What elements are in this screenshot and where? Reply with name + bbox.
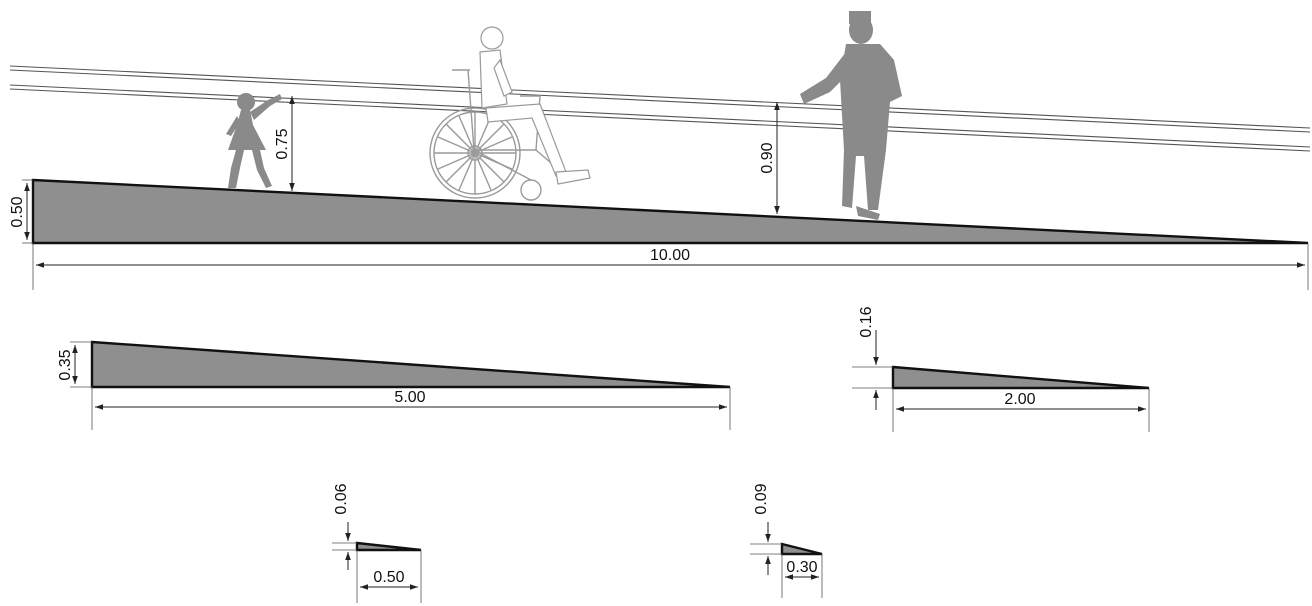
- ramp-5-length-label: 0.30: [786, 559, 817, 576]
- ramp-4-length-label: 0.50: [373, 569, 404, 586]
- main-ramp-height-label: 0.50: [9, 196, 26, 227]
- adult-man-silhouette: [800, 11, 902, 220]
- main-ramp-length-dim: 10.00: [32, 243, 1309, 290]
- ramp-5: [780, 542, 823, 556]
- ramp-3-group: 0.16 2.00: [852, 306, 1150, 432]
- ramp-4: [355, 541, 422, 552]
- ramp-5-height-label: 0.09: [753, 483, 770, 514]
- ramp-3: [891, 365, 1150, 390]
- ramp-2-length-label: 5.00: [394, 389, 425, 406]
- child-rail-height-dim: 0.75: [274, 96, 295, 191]
- main-ramp-group: 0.50 0.75 0.90 10.00: [9, 11, 1311, 290]
- adult-rail-height-dim: 0.90: [759, 102, 780, 214]
- adult-rail-height-label: 0.90: [759, 142, 776, 173]
- ramp-2-height-label: 0.35: [57, 349, 74, 380]
- main-ramp-height-dim: 0.50: [9, 179, 33, 244]
- ramp-2: [90, 340, 731, 389]
- handrail: [9, 65, 1311, 152]
- main-ramp-length-label: 10.00: [650, 247, 690, 264]
- ramp-3-length-label: 2.00: [1004, 391, 1035, 408]
- child-silhouette: [226, 93, 282, 188]
- ramp-4-height-label: 0.06: [333, 483, 350, 514]
- child-rail-height-label: 0.75: [274, 128, 291, 159]
- ramp-3-height-label: 0.16: [858, 306, 875, 337]
- ramp-4-group: 0.06 0.50: [332, 483, 422, 603]
- ramp-5-group: 0.09 0.30: [750, 483, 823, 598]
- wheelchair-user-figure: [429, 26, 591, 201]
- main-ramp: [31, 178, 1309, 245]
- ramp-2-group: 0.35 5.00: [57, 340, 731, 430]
